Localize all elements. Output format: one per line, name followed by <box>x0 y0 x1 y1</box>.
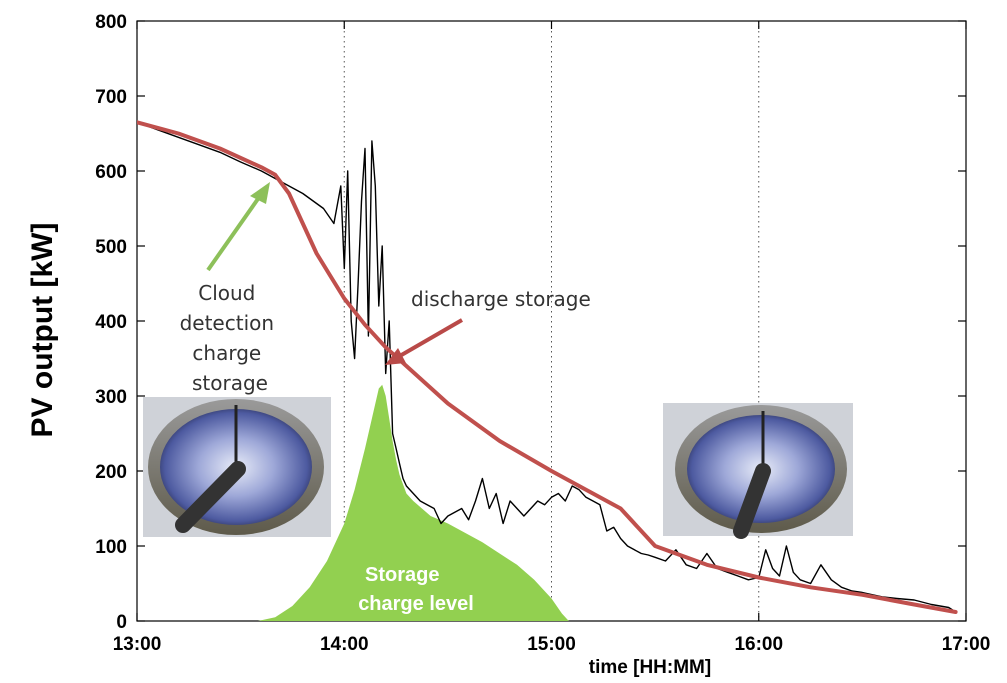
storage-line-2: charge level <box>358 593 474 615</box>
cloud-line-2: detection <box>180 311 274 335</box>
y-tick-label: 500 <box>95 237 127 258</box>
axis-ticks: 0 100 200 300 400 500 600 700 800 13:00 14:00 15:00… <box>95 12 990 655</box>
storage-line-1: Storage <box>365 564 439 586</box>
y-tick-label: 800 <box>95 12 127 33</box>
x-tick-label: 15:00 <box>527 634 576 655</box>
storage-charge-label: Storage charge level <box>358 564 474 615</box>
sky-image-left-icon <box>143 397 331 537</box>
cloud-line-1: Cloud <box>198 281 255 305</box>
x-tick-label: 14:00 <box>320 634 369 655</box>
y-tick-label: 600 <box>95 162 127 183</box>
sky-image-right-icon <box>663 403 853 539</box>
cloud-detection-label: Cloud detection charge storage <box>180 281 281 395</box>
cloud-detection-arrow <box>206 182 270 272</box>
y-axis-label: PV output [kW] <box>26 223 59 438</box>
y-tick-label: 400 <box>95 312 127 333</box>
series-layer <box>137 120 958 621</box>
storage-charge-area <box>137 384 956 621</box>
discharge-storage-label: discharge storage <box>411 287 591 311</box>
pv-output-line <box>137 121 956 613</box>
cloud-line-3: charge <box>192 341 261 365</box>
y-tick-label: 200 <box>95 462 127 483</box>
y-tick-label: 100 <box>95 537 127 558</box>
y-tick-label: 300 <box>95 387 127 408</box>
x-tick-label: 17:00 <box>942 634 991 655</box>
x-tick-label: 16:00 <box>734 634 783 655</box>
x-tick-label: 13:00 <box>113 634 162 655</box>
x-axis-label: time [HH:MM] <box>589 657 711 678</box>
y-tick-label: 0 <box>116 612 127 633</box>
smoothed-output-line <box>137 120 958 614</box>
discharge-arrow <box>385 318 464 365</box>
y-tick-label: 700 <box>95 87 127 108</box>
cloud-line-4: storage <box>192 371 268 395</box>
